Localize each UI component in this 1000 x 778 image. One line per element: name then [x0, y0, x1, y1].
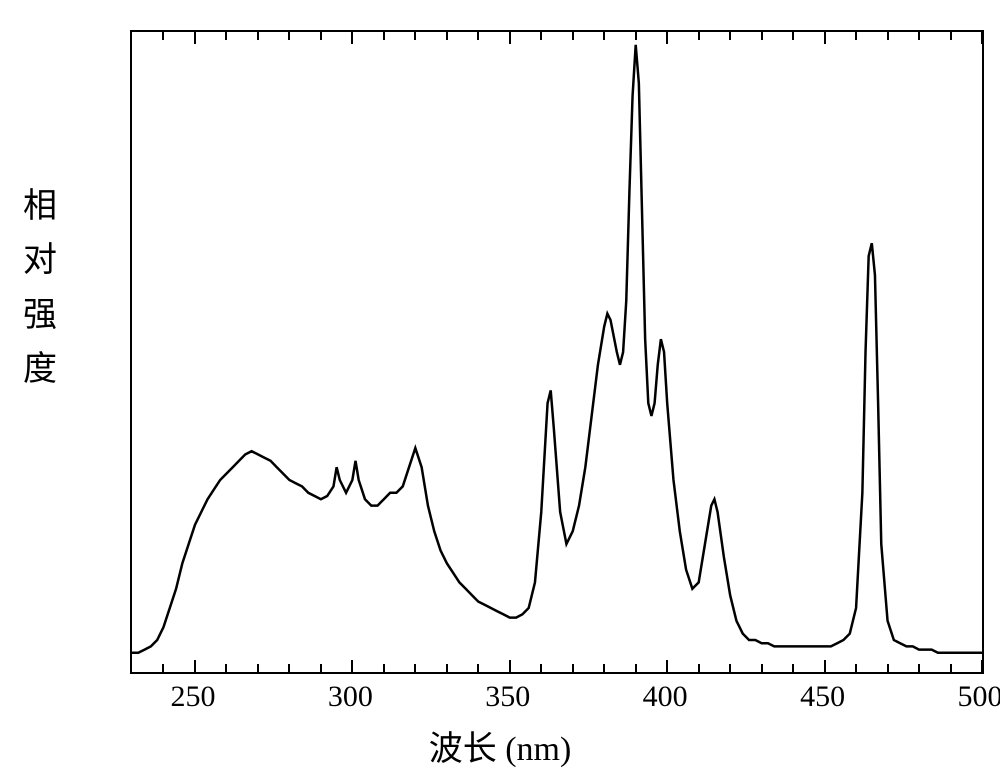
- x-tick: [729, 664, 731, 672]
- y-label-char-3: 度: [20, 343, 60, 397]
- x-tick: [194, 660, 196, 672]
- x-tick: [257, 664, 259, 672]
- x-tick-top: [477, 32, 479, 40]
- x-tick: [981, 660, 983, 672]
- x-tick-top: [635, 32, 637, 40]
- x-tick: [320, 664, 322, 672]
- x-tick: [509, 660, 511, 672]
- x-tick: [288, 664, 290, 672]
- x-tick: [477, 664, 479, 672]
- x-tick: [918, 664, 920, 672]
- x-tick: [824, 660, 826, 672]
- x-tick: [603, 664, 605, 672]
- x-tick-top: [666, 32, 668, 44]
- x-tick-top: [162, 32, 164, 40]
- x-tick-top: [351, 32, 353, 44]
- spectrum-line: [132, 32, 982, 672]
- x-tick-label: 400: [643, 680, 688, 714]
- x-tick-label: 250: [170, 680, 215, 714]
- x-tick-top: [288, 32, 290, 40]
- x-tick: [414, 664, 416, 672]
- x-tick-top: [981, 32, 983, 44]
- x-tick-top: [414, 32, 416, 40]
- x-tick-label: 350: [485, 680, 530, 714]
- x-tick: [855, 664, 857, 672]
- x-tick: [666, 660, 668, 672]
- x-tick-top: [698, 32, 700, 40]
- x-tick: [761, 664, 763, 672]
- x-tick-top: [918, 32, 920, 40]
- x-tick-top: [792, 32, 794, 40]
- x-axis-label: 波长 (nm): [0, 721, 1000, 770]
- x-tick: [162, 664, 164, 672]
- x-tick-top: [887, 32, 889, 40]
- x-tick: [698, 664, 700, 672]
- x-tick: [887, 664, 889, 672]
- x-tick-top: [509, 32, 511, 44]
- x-tick: [635, 664, 637, 672]
- x-tick: [792, 664, 794, 672]
- y-axis-label: 相 对 强 度: [20, 180, 60, 398]
- y-label-char-2: 强: [20, 289, 60, 343]
- x-tick: [950, 664, 952, 672]
- x-tick: [572, 664, 574, 672]
- x-tick-top: [257, 32, 259, 40]
- x-tick-label: 300: [328, 680, 373, 714]
- x-tick-top: [540, 32, 542, 40]
- x-tick: [446, 664, 448, 672]
- x-tick-top: [603, 32, 605, 40]
- x-tick-top: [761, 32, 763, 40]
- chart-container: 相 对 强 度 250 300 350 400 450 500 波长 (nm): [0, 0, 1000, 778]
- x-tick: [225, 664, 227, 672]
- x-tick: [540, 664, 542, 672]
- y-label-char-1: 对: [20, 234, 60, 288]
- x-tick: [383, 664, 385, 672]
- x-tick-top: [950, 32, 952, 40]
- x-tick-top: [320, 32, 322, 40]
- y-label-char-0: 相: [20, 180, 60, 234]
- x-tick-top: [446, 32, 448, 40]
- x-tick-top: [383, 32, 385, 40]
- x-tick-label: 500: [958, 680, 1000, 714]
- x-tick: [351, 660, 353, 672]
- x-tick-top: [194, 32, 196, 44]
- x-tick-top: [729, 32, 731, 40]
- x-tick-top: [824, 32, 826, 44]
- plot-area: [130, 30, 984, 674]
- x-tick-top: [225, 32, 227, 40]
- x-tick-top: [855, 32, 857, 40]
- x-tick-label: 450: [800, 680, 845, 714]
- x-tick-top: [572, 32, 574, 40]
